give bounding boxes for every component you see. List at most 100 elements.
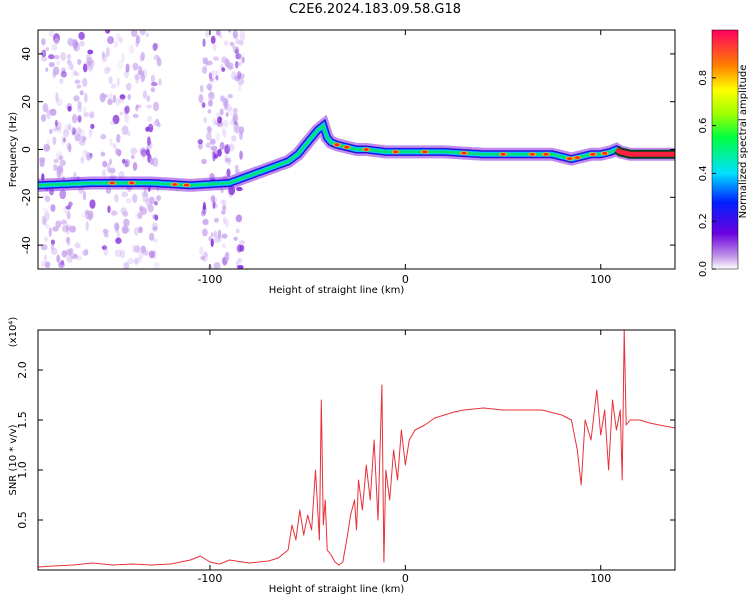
noise-blob: [53, 54, 60, 60]
noise-blob: [142, 193, 149, 203]
noise-blob: [206, 125, 212, 133]
noise-blob: [142, 250, 149, 256]
snr-series-line: [38, 330, 675, 568]
ridge-hotspot-core: [393, 150, 399, 154]
noise-blob: [225, 112, 229, 118]
noise-blob: [210, 238, 214, 247]
noise-blob: [201, 158, 207, 165]
noise-blob: [220, 95, 225, 102]
noise-blob: [71, 130, 76, 136]
noise-blob: [125, 198, 132, 204]
noise-blob: [108, 166, 116, 175]
noise-blob: [235, 214, 243, 223]
noise-blob: [114, 222, 120, 231]
noise-blob: [222, 242, 226, 249]
noise-blob: [60, 70, 68, 78]
noise-blob: [201, 228, 208, 237]
noise-blob: [105, 30, 111, 34]
noise-blob: [44, 261, 51, 269]
noise-blob: [52, 66, 60, 76]
noise-blob: [45, 47, 49, 52]
noise-blob: [89, 128, 94, 136]
y-tick-label: 0: [20, 146, 33, 153]
noise-blob: [237, 61, 242, 66]
noise-blob: [235, 228, 240, 234]
noise-blob: [121, 191, 129, 198]
noise-blob: [224, 157, 232, 164]
noise-blob: [112, 143, 117, 149]
snr-frame: [37, 329, 676, 571]
noise-blob: [234, 124, 241, 134]
y-tick-label: -40: [20, 236, 33, 254]
noise-blob: [198, 94, 204, 104]
noise-blob: [67, 123, 72, 131]
noise-blob: [68, 143, 72, 153]
noise-blob: [140, 51, 145, 61]
noise-blob: [71, 113, 78, 124]
noise-blob: [150, 87, 156, 93]
ridge-hotspot-core: [184, 183, 190, 187]
noise-blob: [77, 115, 82, 123]
noise-blob: [105, 47, 110, 57]
colorbar-tick-label: 0.6: [698, 118, 709, 134]
y-tick-label: 20: [20, 95, 33, 109]
noise-blob: [229, 41, 234, 46]
noise-blob: [116, 60, 124, 70]
noise-blob: [76, 126, 82, 136]
noise-blob: [56, 168, 62, 179]
noise-blob: [221, 67, 226, 72]
noise-blob: [45, 67, 49, 72]
noise-blob: [207, 109, 212, 114]
noise-blob: [56, 59, 60, 66]
noise-blob: [58, 155, 64, 161]
noise-blob: [116, 133, 121, 143]
noise-blob: [59, 262, 66, 268]
noise-blob: [221, 204, 227, 212]
y-axis-multiplier: (x10⁴): [8, 317, 19, 348]
noise-blob: [235, 186, 243, 192]
noise-blob: [43, 218, 47, 226]
noise-blob: [213, 235, 220, 244]
colorbar-tick-label: 0.0: [698, 261, 709, 277]
noise-blob: [210, 145, 218, 151]
noise-blob: [48, 30, 55, 38]
noise-blob: [74, 242, 81, 249]
noise-blob: [82, 249, 89, 256]
noise-blob: [206, 83, 213, 91]
noise-blob: [74, 72, 80, 77]
noise-blob: [142, 90, 147, 99]
noise-blob: [215, 112, 221, 118]
noise-blob: [137, 212, 143, 220]
ridge-hotspot-core: [543, 152, 549, 156]
noise-blob: [101, 245, 107, 250]
noise-blob: [131, 30, 138, 38]
noise-blob: [121, 158, 126, 164]
noise-blob: [135, 39, 139, 48]
noise-blob: [87, 49, 94, 55]
noise-blob: [67, 38, 75, 47]
chart-title: C2E6.2024.183.09.58.G18: [288, 2, 462, 17]
ridge-end: [615, 147, 675, 157]
noise-blob: [135, 104, 139, 112]
noise-blob: [231, 135, 237, 142]
noise-blob: [122, 210, 129, 218]
noise-blob: [227, 93, 233, 99]
noise-blob: [74, 79, 81, 84]
noise-blob: [107, 98, 113, 106]
noise-blob: [149, 232, 155, 241]
noise-blob: [76, 84, 82, 89]
noise-blob: [50, 204, 56, 212]
noise-blob: [113, 40, 119, 49]
noise-blob: [234, 30, 239, 40]
noise-blob: [139, 147, 147, 155]
noise-blob: [203, 251, 208, 258]
noise-blob: [226, 168, 231, 177]
noise-blob: [205, 132, 212, 141]
x-tick-label: 0: [402, 273, 409, 286]
noise-blob: [108, 92, 113, 100]
noise-blob: [85, 151, 91, 161]
noise-blob: [43, 211, 50, 222]
noise-blob: [217, 148, 222, 157]
noise-blob: [152, 42, 158, 51]
